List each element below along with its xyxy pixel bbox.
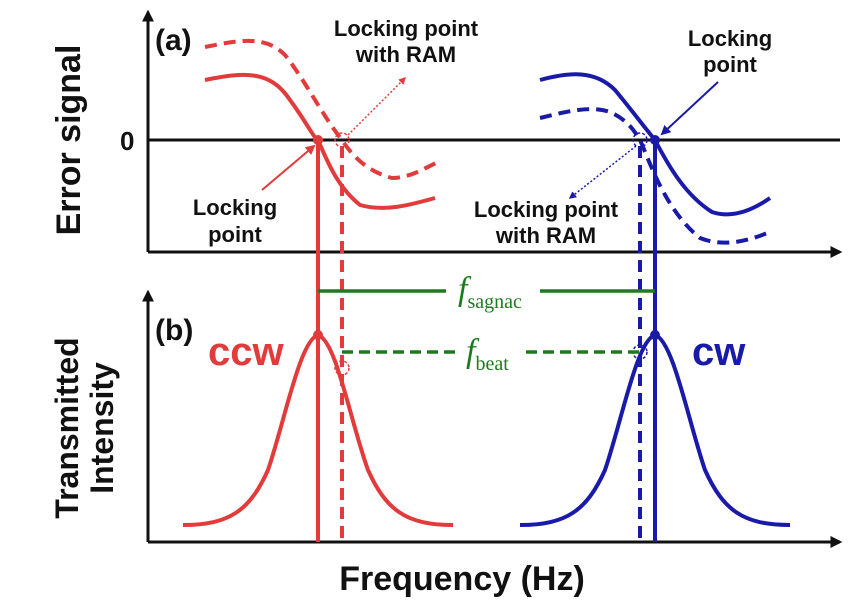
ccw-error-curve-ram [204,38,439,181]
svg-text:point: point [703,52,757,77]
f-sagnac-label: fsagnac [458,271,522,313]
svg-text:with RAM: with RAM [355,42,456,67]
axes [142,9,843,548]
panel-b-ylabel-line2: Intensity [84,362,120,494]
cw-error-curve-ram [539,107,771,245]
panel-b-ylabel-line1: Transmitted [49,337,85,518]
ram-arrow-ccw [347,76,407,136]
zero-label: 0 [120,126,134,156]
locking-point-left-label: Locking point [193,195,277,247]
locking-arrow-cw [660,81,719,136]
locking-arrow-ccw [261,144,316,191]
svg-text:Locking: Locking [193,195,277,220]
x-axis-label: Frequency (Hz) [339,560,585,598]
ccw-label: ccw [208,330,284,374]
locking-point-ram-top-label: Locking point with RAM [334,16,479,67]
ccw-locking-lines [316,140,344,542]
locking-point-ram-bottom-label: Locking point with RAM [474,197,619,248]
ram-arrow-cw [568,145,637,199]
svg-text:point: point [208,222,262,247]
svg-text:Locking point: Locking point [334,16,479,41]
f-beat-label: fbeat [466,333,509,375]
panel-a-tag: (a) [155,24,192,57]
cw-locking-lines [638,140,657,542]
svg-text:Locking point: Locking point [474,197,619,222]
locking-point-top-label: Locking point [688,26,772,77]
svg-text:Locking: Locking [688,26,772,51]
cw-label: cw [692,330,746,374]
peak-markers [313,330,660,376]
panel-b-tag: (b) [155,314,193,347]
svg-text:with RAM: with RAM [495,223,596,248]
panel-a-ylabel: Error signal [50,45,88,236]
